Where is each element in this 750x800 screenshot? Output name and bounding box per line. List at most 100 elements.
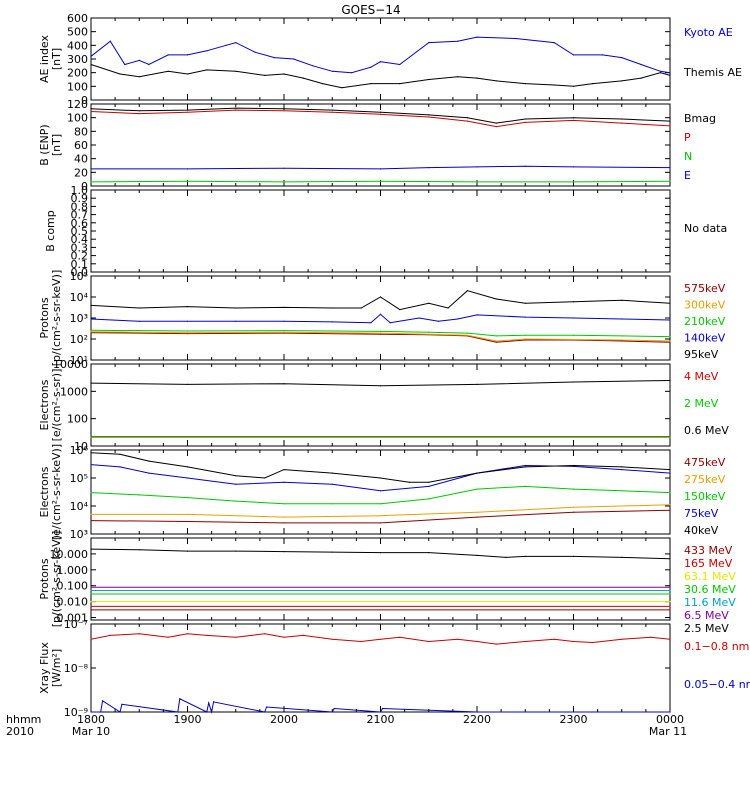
data-point: [179, 698, 181, 700]
data-point: [283, 481, 285, 483]
data-point: [331, 111, 333, 113]
data-point: [225, 44, 227, 46]
data-point: [669, 605, 671, 608]
y-tick-label: 10⁶: [70, 444, 89, 457]
data-point: [90, 638, 92, 640]
y-axis-label: [e/(cm²-s-sr-keV)]: [50, 444, 63, 540]
legend-entry: 433 MeV: [684, 544, 733, 557]
data-point: [283, 469, 285, 471]
data-point: [669, 509, 671, 511]
y-tick-label: 10⁴: [70, 500, 89, 513]
data-point: [466, 332, 468, 334]
data-point: [331, 551, 333, 553]
data-point: [572, 85, 575, 87]
data-point: [669, 593, 671, 595]
data-point: [331, 638, 333, 640]
y-axis-label: [nT]: [50, 48, 63, 70]
panel-frame: [90, 537, 671, 621]
data-point: [138, 76, 140, 78]
data-point: [621, 57, 623, 59]
legend-entry: 2.5 MeV: [684, 622, 729, 635]
data-point: [572, 381, 575, 383]
data-point: [235, 70, 237, 72]
data-point: [457, 40, 459, 42]
data-point: [476, 77, 478, 79]
y-axis-label: Xray Flux: [38, 642, 51, 694]
data-point: [669, 492, 671, 494]
data-point: [572, 117, 575, 119]
data-point: [669, 609, 671, 611]
y-axis-label: Electrons: [38, 466, 51, 517]
x-tick-label: 2300: [560, 713, 588, 726]
data-point: [553, 84, 555, 86]
data-point: [428, 167, 430, 169]
legend-entry: P: [684, 131, 691, 144]
data-point: [476, 554, 478, 557]
data-point: [428, 302, 430, 304]
y-tick-label: 500: [67, 26, 88, 39]
data-point: [322, 83, 324, 85]
y-tick-label: 10⁻⁷: [64, 618, 88, 631]
data-point: [621, 335, 623, 337]
data-point: [186, 320, 189, 322]
legend-entry: 11.6 MeV: [684, 596, 736, 609]
data-point: [669, 638, 671, 640]
data-point: [572, 338, 575, 341]
y-tick-label: 10³: [70, 528, 88, 541]
data-point: [476, 472, 478, 474]
y-tick-label: 0.3: [71, 241, 89, 254]
y-axis-label: [p/(cm²-s-sr-keV)]: [50, 531, 63, 628]
data-point: [495, 341, 497, 343]
data-point: [138, 320, 140, 322]
data-point: [186, 332, 189, 334]
data-point: [669, 379, 671, 382]
data-point: [177, 711, 179, 713]
data-point: [90, 181, 92, 183]
y-tick-label: 80: [74, 125, 88, 138]
data-point: [90, 168, 92, 170]
series-line-themis-ae: [90, 64, 671, 89]
data-point: [592, 641, 594, 644]
legend-entry: 140keV: [684, 332, 726, 345]
data-point: [341, 87, 343, 89]
data-point: [428, 640, 430, 643]
panel-frame: [90, 17, 671, 101]
series-line-0-6-mev: [90, 380, 671, 387]
data-point: [208, 702, 210, 704]
data-point: [138, 59, 140, 62]
data-point: [206, 634, 208, 637]
data-point: [360, 640, 362, 643]
legend-entry: 4 MeV: [684, 370, 719, 383]
data-point: [572, 166, 575, 168]
data-point: [592, 83, 594, 85]
y-tick-label: 0.010: [57, 596, 89, 609]
data-point: [138, 549, 140, 551]
data-point: [524, 464, 526, 467]
data-point: [601, 54, 604, 56]
data-point: [379, 330, 382, 332]
x-axis-left-label-hhmm: hhmm: [6, 713, 41, 726]
y-axis-label: [p/(cm²-s-sr-keV)]: [50, 270, 63, 367]
x-tick-label: 0000: [656, 713, 684, 726]
data-point: [572, 464, 575, 467]
data-point: [621, 490, 623, 492]
y-tick-label: 100: [67, 112, 88, 125]
data-point: [109, 40, 111, 42]
data-point: [90, 304, 92, 306]
data-point: [206, 711, 208, 713]
data-point: [524, 338, 526, 340]
data-point: [572, 465, 575, 467]
data-point: [90, 318, 92, 320]
data-point: [167, 636, 169, 638]
y-axis-label: [W/m²]: [50, 649, 63, 687]
data-point: [90, 436, 92, 438]
data-point: [495, 643, 497, 645]
legend-entry: 0.05−0.4 nm: [684, 678, 750, 691]
data-point: [379, 385, 382, 387]
y-tick-label: 120: [67, 98, 88, 111]
y-tick-label: 10²: [70, 333, 88, 346]
chart-title: GOES−14: [341, 3, 400, 17]
data-point: [457, 318, 459, 320]
